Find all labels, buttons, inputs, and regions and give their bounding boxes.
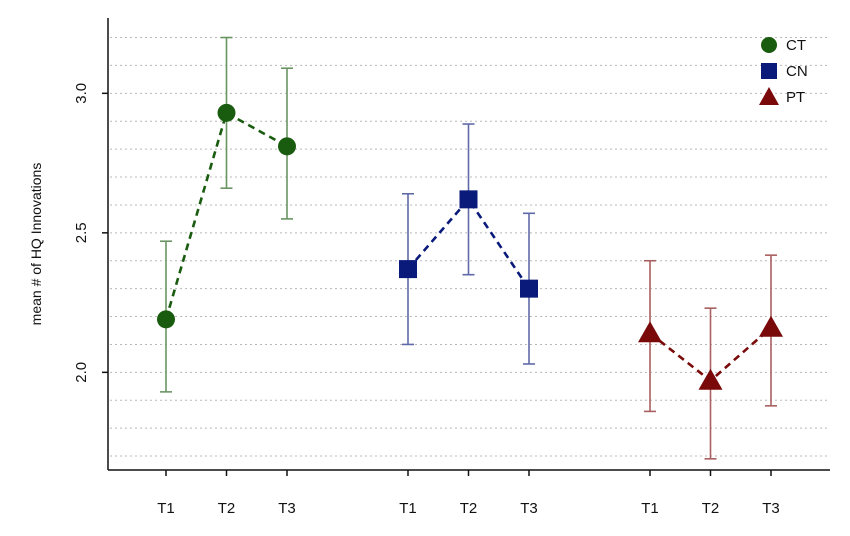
- x-tick-label: T2: [460, 500, 478, 517]
- x-tick-label: T3: [278, 500, 296, 517]
- data-point: [698, 368, 723, 390]
- x-tick-label: T1: [399, 500, 417, 517]
- data-point: [638, 321, 662, 343]
- data-point: [520, 279, 538, 298]
- y-tick-label: 2.0: [73, 362, 90, 383]
- data-point: [759, 315, 783, 337]
- legend-label: CN: [786, 63, 808, 80]
- data-point: [157, 310, 175, 329]
- y-axis-label: mean # of HQ Innovations: [28, 163, 44, 326]
- y-tick-label: 2.5: [73, 222, 90, 243]
- y-tick-label: 3.0: [73, 83, 90, 104]
- x-tick-label: T2: [702, 500, 720, 517]
- legend: CT CN PT: [759, 37, 808, 106]
- grid-layer: [110, 37, 830, 457]
- legend-marker: [759, 87, 779, 105]
- x-tick-label: T1: [157, 500, 175, 517]
- x-ticks: T1 T2 T3 T1 T2 T3 T1 T2 T3: [157, 470, 780, 517]
- legend-marker: [761, 63, 777, 79]
- data-point: [459, 190, 478, 209]
- series-cn: [399, 123, 538, 365]
- series-pt: [638, 254, 783, 460]
- legend-label: CT: [786, 37, 806, 54]
- x-tick-label: T1: [641, 500, 659, 517]
- series-ct: [157, 36, 296, 393]
- x-tick-label: T3: [520, 500, 538, 517]
- data-point: [217, 103, 236, 122]
- x-tick-label: T3: [762, 500, 780, 517]
- legend-marker: [761, 37, 777, 53]
- series-line: [407, 197, 531, 290]
- legend-label: PT: [786, 89, 805, 106]
- y-ticks: 2.0 2.5 3.0: [73, 83, 108, 383]
- data-point: [278, 137, 296, 156]
- x-tick-label: T2: [218, 500, 236, 517]
- data-point: [399, 260, 417, 279]
- series-layer: [157, 36, 783, 460]
